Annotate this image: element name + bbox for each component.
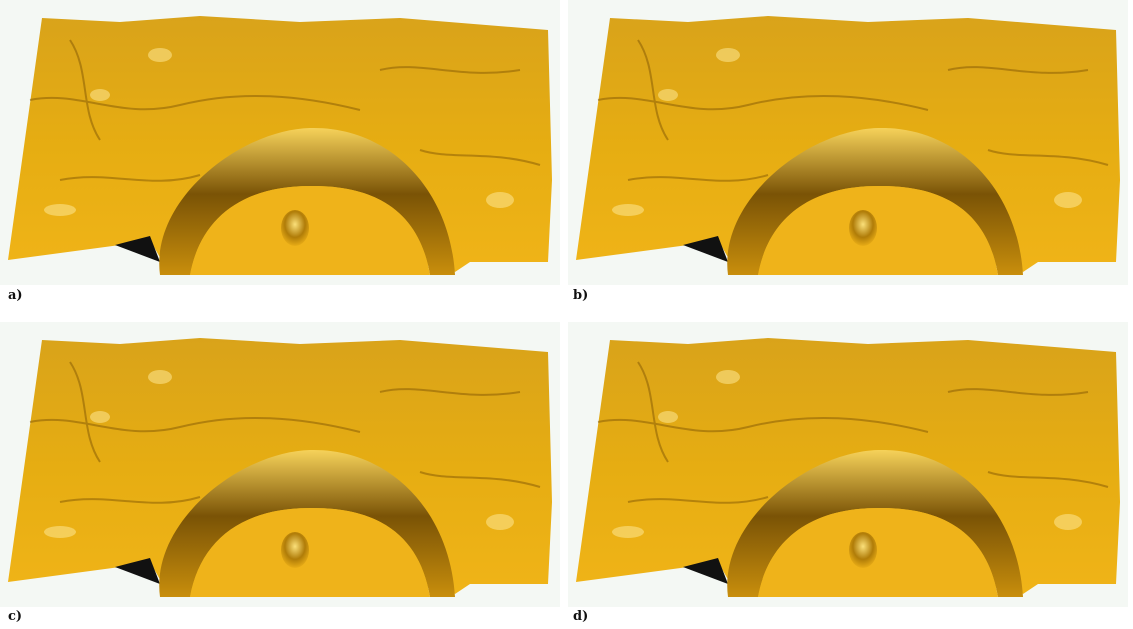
panel-d: d) xyxy=(568,322,1128,624)
panel-label: d) xyxy=(573,609,588,624)
panel-label: c) xyxy=(8,609,22,624)
panel-c: c) xyxy=(0,322,560,624)
page: a) b) c) d) (() => { const data = JSON.p… xyxy=(0,0,1133,629)
figure: a) b) c) d) xyxy=(0,0,1133,629)
panel-b: b) xyxy=(568,0,1128,303)
panel-label: b) xyxy=(573,288,588,303)
panel-label: a) xyxy=(8,288,23,303)
panel-a: a) xyxy=(0,0,560,303)
